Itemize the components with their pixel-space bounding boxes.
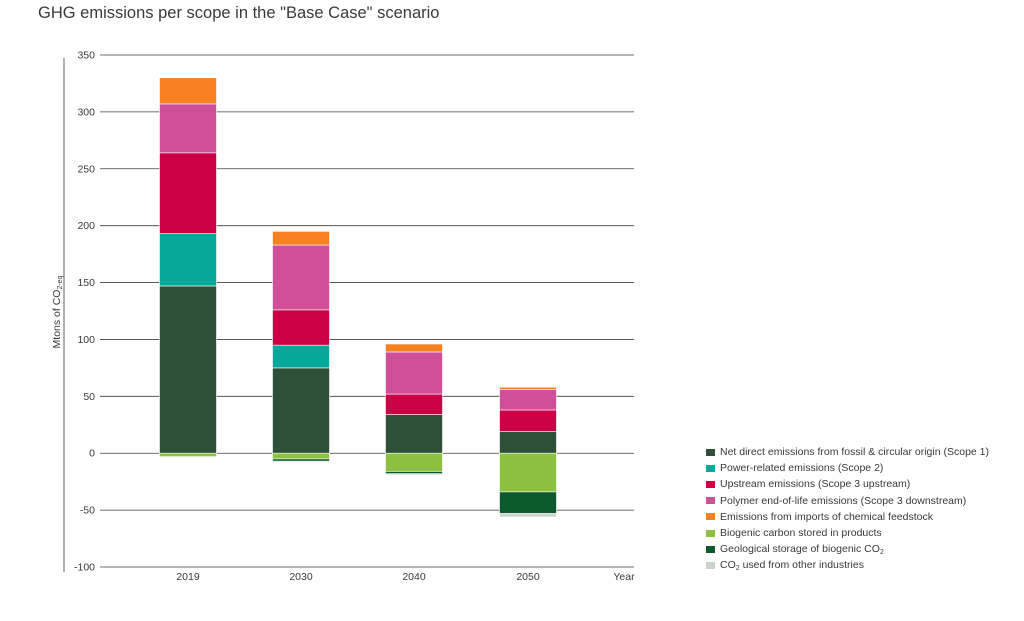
bar-segment: [272, 309, 330, 346]
bar-segment: [499, 452, 557, 493]
legend-swatch: [706, 561, 715, 569]
bar-segment: [159, 285, 217, 454]
y-tick-label: 300: [77, 106, 95, 118]
bar-segment: [272, 244, 330, 311]
x-tick-label: 2050: [516, 571, 540, 583]
legend-label: CO2 used from other industries: [720, 558, 864, 572]
legend-label: Polymer end-of-life emissions (Scope 3 d…: [720, 494, 967, 507]
legend-label: Net direct emissions from fossil & circu…: [720, 446, 990, 459]
bar-segment: [385, 393, 443, 415]
bar-segment: [385, 473, 443, 476]
legend-item: Biogenic carbon stored in products: [706, 525, 989, 541]
legend-item: Upstream emissions (Scope 3 upstream): [706, 476, 989, 492]
legend-swatch: [706, 497, 715, 505]
legend-label: Emissions from imports of chemical feeds…: [720, 510, 933, 523]
bar-segment: [272, 344, 330, 369]
legend-swatch: [706, 529, 715, 537]
legend-label: Upstream emissions (Scope 3 upstream): [720, 478, 911, 491]
x-tick-label: 2030: [289, 571, 313, 583]
legend-label: Power-related emissions (Scope 2): [720, 462, 884, 475]
legend-item: Emissions from imports of chemical feeds…: [706, 509, 989, 525]
y-tick-label: -100: [74, 562, 95, 574]
y-tick-label: 150: [77, 277, 95, 289]
legend-item: Power-related emissions (Scope 2): [706, 460, 989, 476]
y-tick-label: 350: [77, 50, 95, 62]
bar-segment: [159, 77, 217, 105]
bar-segment: [272, 460, 330, 463]
bar-segment: [499, 409, 557, 432]
bar-segment: [385, 414, 443, 454]
bar-segment: [385, 343, 443, 353]
legend-swatch: [706, 545, 715, 553]
bar-segment: [385, 452, 443, 472]
bar-segment: [159, 152, 217, 234]
y-tick-label: 50: [83, 391, 95, 403]
axis-labels: -100 -50 0 50 100 150 200 250 300 350 Mtons of CO2…: [51, 50, 635, 584]
y-tick-label: 100: [77, 334, 95, 346]
legend-item: Polymer end-of-life emissions (Scope 3 d…: [706, 493, 989, 509]
x-tick-label: 2040: [402, 571, 426, 583]
bar-segment: [272, 458, 330, 462]
bar-segment: [385, 471, 443, 475]
bar-segment: [499, 513, 557, 518]
legend-label: Biogenic carbon stored in products: [720, 527, 882, 540]
legend: Net direct emissions from fossil & circu…: [706, 444, 989, 574]
bar-segment: [272, 367, 330, 454]
legend-item: Net direct emissions from fossil & circu…: [706, 444, 989, 460]
bar-segment: [159, 452, 217, 457]
legend-swatch: [706, 448, 715, 456]
legend-swatch: [706, 464, 715, 472]
x-axis-label: Year: [613, 571, 635, 583]
y-tick-label: 200: [77, 220, 95, 232]
x-tick-label: 2019: [176, 571, 200, 583]
bar-segment: [159, 233, 217, 287]
legend-item: CO2 used from other industries: [706, 557, 989, 573]
legend-swatch: [706, 513, 715, 521]
bar-segment: [385, 351, 443, 395]
y-tick-label: 250: [77, 163, 95, 175]
legend-label: Geological storage of biogenic CO2: [720, 542, 884, 556]
y-tick-label: 0: [89, 448, 95, 460]
bars: [159, 77, 557, 518]
bar-segment: [272, 231, 330, 246]
bar-segment: [499, 386, 557, 390]
chart-title: GHG emissions per scope in the "Base Cas…: [38, 4, 440, 22]
y-tick-label: -50: [80, 505, 95, 517]
bar-segment: [499, 491, 557, 514]
bar-segment: [272, 452, 330, 460]
y-axis-label: Mtons of CO2-eq: [51, 275, 64, 348]
legend-swatch: [706, 480, 715, 488]
bar-segment: [499, 431, 557, 454]
legend-item: Geological storage of biogenic CO2: [706, 541, 989, 557]
bar-segment: [499, 389, 557, 411]
bar-segment: [159, 103, 217, 154]
